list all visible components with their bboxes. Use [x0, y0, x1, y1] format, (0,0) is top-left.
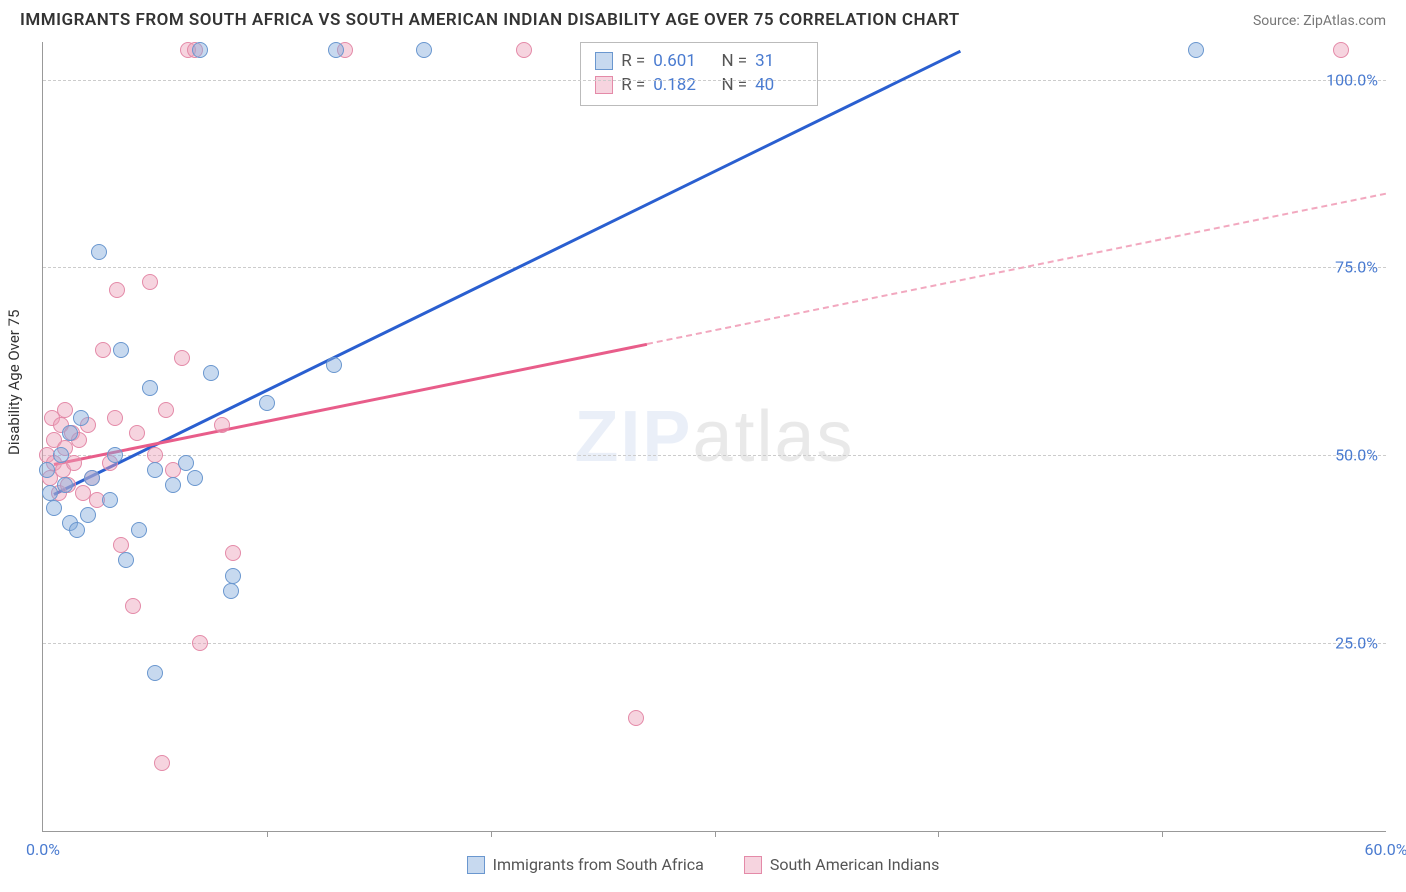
data-point	[628, 710, 644, 726]
data-point	[84, 470, 100, 486]
stats-row-blue: R = 0.601 N = 31	[595, 49, 803, 73]
data-point	[80, 507, 96, 523]
data-point	[326, 357, 342, 373]
data-point	[1188, 42, 1204, 58]
gridline	[43, 643, 1386, 644]
legend-label: South American Indians	[770, 855, 940, 874]
y-tick-label: 100.0%	[1326, 70, 1378, 89]
data-point	[95, 342, 111, 358]
scatter-chart: ZIPatlas R = 0.601 N = 31 R = 0.182 N = …	[42, 42, 1386, 832]
data-point	[1333, 42, 1349, 58]
trend-line	[54, 50, 962, 496]
source-label: Source: ZipAtlas.com	[1253, 13, 1386, 29]
data-point	[259, 395, 275, 411]
y-axis-label: Disability Age Over 75	[5, 310, 23, 455]
data-point	[62, 425, 78, 441]
x-tick-mark	[715, 831, 716, 837]
gridline	[43, 455, 1386, 456]
data-point	[178, 455, 194, 471]
data-point	[154, 755, 170, 771]
data-point	[192, 635, 208, 651]
data-point	[107, 447, 123, 463]
chart-title: IMMIGRANTS FROM SOUTH AFRICA VS SOUTH AM…	[20, 10, 960, 30]
data-point	[203, 365, 219, 381]
square-icon	[467, 856, 485, 874]
data-point	[118, 552, 134, 568]
data-point	[42, 485, 58, 501]
data-point	[129, 425, 145, 441]
data-point	[125, 598, 141, 614]
legend-item-pink: South American Indians	[744, 855, 940, 874]
legend: Immigrants from South Africa South Ameri…	[0, 855, 1406, 874]
y-tick-label: 75.0%	[1335, 258, 1378, 277]
data-point	[328, 42, 344, 58]
square-icon	[744, 856, 762, 874]
data-point	[147, 462, 163, 478]
x-tick-mark	[1162, 831, 1163, 837]
data-point	[39, 462, 55, 478]
data-point	[223, 583, 239, 599]
data-point	[102, 492, 118, 508]
trend-line	[54, 343, 648, 466]
x-tick-mark	[267, 831, 268, 837]
data-point	[53, 447, 69, 463]
y-tick-label: 50.0%	[1335, 446, 1378, 465]
legend-item-blue: Immigrants from South Africa	[467, 855, 704, 874]
data-point	[225, 568, 241, 584]
data-point	[113, 342, 129, 358]
data-point	[147, 665, 163, 681]
data-point	[69, 522, 85, 538]
gridline	[43, 267, 1386, 268]
data-point	[107, 410, 123, 426]
square-icon	[595, 52, 613, 70]
data-point	[165, 477, 181, 493]
legend-label: Immigrants from South Africa	[493, 855, 704, 874]
correlation-stats-box: R = 0.601 N = 31 R = 0.182 N = 40	[580, 42, 818, 106]
data-point	[174, 350, 190, 366]
data-point	[73, 410, 89, 426]
data-point	[516, 42, 532, 58]
data-point	[192, 42, 208, 58]
x-tick-mark	[938, 831, 939, 837]
data-point	[46, 500, 62, 516]
data-point	[416, 42, 432, 58]
data-point	[57, 402, 73, 418]
watermark: ZIPatlas	[574, 396, 854, 478]
data-point	[214, 417, 230, 433]
data-point	[91, 244, 107, 260]
y-tick-label: 25.0%	[1335, 634, 1378, 653]
data-point	[142, 380, 158, 396]
data-point	[147, 447, 163, 463]
stats-row-pink: R = 0.182 N = 40	[595, 73, 803, 97]
data-point	[131, 522, 147, 538]
data-point	[187, 470, 203, 486]
data-point	[225, 545, 241, 561]
data-point	[57, 477, 73, 493]
x-tick-mark	[491, 831, 492, 837]
data-point	[142, 274, 158, 290]
data-point	[113, 537, 129, 553]
data-point	[158, 402, 174, 418]
data-point	[66, 455, 82, 471]
gridline	[43, 80, 1386, 81]
data-point	[109, 282, 125, 298]
